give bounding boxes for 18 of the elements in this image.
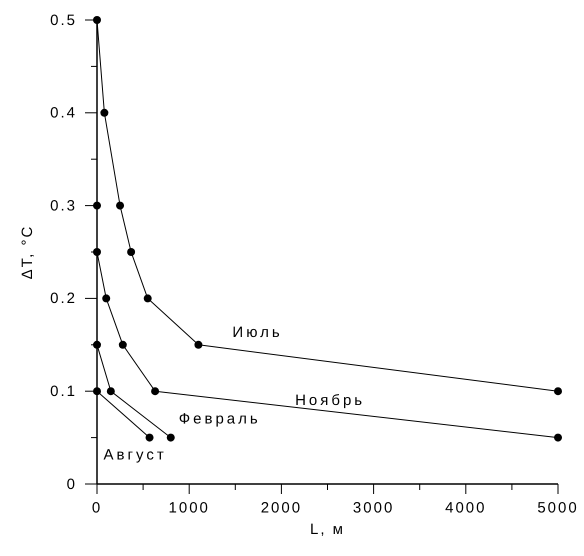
y-tick-label: 0.4	[50, 104, 77, 122]
series-label: Июль	[232, 324, 283, 341]
series-label: Ноябрь	[295, 392, 366, 410]
x-tick-label: 1000	[168, 500, 210, 517]
series-label: Февраль	[178, 410, 261, 428]
x-tick-label: 4000	[445, 500, 486, 517]
x-tick-label: 5000	[537, 500, 579, 517]
series-label: Август	[104, 446, 167, 464]
x-tick-label: 3000	[352, 500, 394, 517]
y-tick-label: 0	[66, 476, 77, 493]
x-tick-label: 2000	[260, 500, 302, 517]
x-axis-title: L, м	[310, 521, 345, 538]
y-tick-label: 0.5	[50, 12, 77, 29]
y-tick-label: 0.1	[50, 383, 77, 400]
y-tick-label: 0.3	[50, 197, 77, 214]
y-tick-label: 0.2	[50, 290, 77, 308]
y-axis-title: ΔT, °C	[19, 224, 36, 280]
x-tick-label: 0	[92, 500, 102, 517]
